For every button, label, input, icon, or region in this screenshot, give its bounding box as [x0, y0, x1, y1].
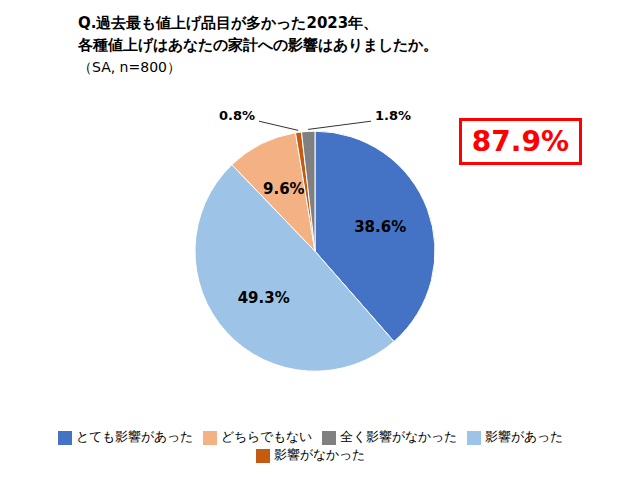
svg-text:0.8%: 0.8%	[219, 108, 255, 123]
svg-text:38.6%: 38.6%	[354, 218, 406, 236]
html-text:各種値上げはあなたの家計への影響はありましたか。: 各種値上げはあなたの家計への影響はありましたか。	[78, 36, 438, 54]
html-text:87.9%: 87.9%	[471, 125, 569, 158]
svg-text:9.6%: 9.6%	[263, 180, 305, 198]
html-text:どちらでもない: どちらでもない	[220, 429, 312, 444]
svg-text:1.8%: 1.8%	[375, 108, 411, 123]
svg-text:49.3%: 49.3%	[238, 289, 290, 307]
html-text:影響があった: 影響があった	[484, 429, 563, 444]
html-text:影響がなかった: 影響がなかった	[273, 447, 365, 462]
html-text:Q.過去最も値上げ品目が多かった2023年、: Q.過去最も値上げ品目が多かった2023年、	[78, 14, 379, 32]
html-text:とても影響があった: とても影響があった	[75, 429, 193, 444]
html-text:全く影響がなかった: 全く影響がなかった	[339, 429, 457, 444]
html-text:（SA, n=800）: （SA, n=800）	[78, 59, 181, 75]
